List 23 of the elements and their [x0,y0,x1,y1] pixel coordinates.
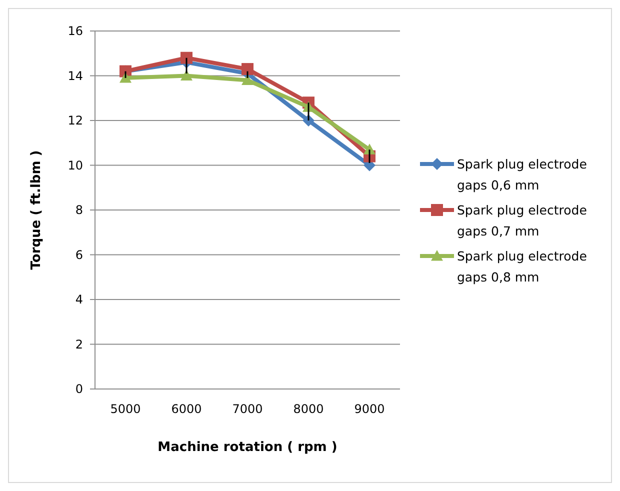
y-tick-label: 8 [75,203,83,218]
x-tick-label: 8000 [293,402,324,416]
x-tick-label: 9000 [354,402,385,416]
x-axis-title: Machine rotation ( rpm ) [158,440,338,455]
y-tick-label: 14 [68,68,83,83]
y-tick-label: 16 [68,24,83,38]
point [180,70,192,81]
legend-label: Spark plug electrode gaps 0,8 mm [457,248,588,285]
y-tick-label: 0 [75,382,83,396]
legend-label: Spark plug electrode gaps 0,7 mm [457,202,588,239]
y-tick-label: 12 [68,114,83,128]
point [242,63,254,76]
point [242,74,254,86]
x-tick-label: 7000 [232,402,263,416]
legend-label: Spark plug electrode gaps 0,6 mm [457,156,588,193]
y-tick-label: 6 [75,248,83,262]
x-tick-label: 5000 [110,402,141,416]
y-axis-title: Torque ( ft.lbm ) [29,150,44,270]
point [180,52,192,64]
y-tick-label: 2 [75,337,83,352]
y-tick-label: 10 [68,158,83,172]
x-tick-label: 6000 [171,402,202,416]
y-tick-label: 4 [75,292,83,307]
